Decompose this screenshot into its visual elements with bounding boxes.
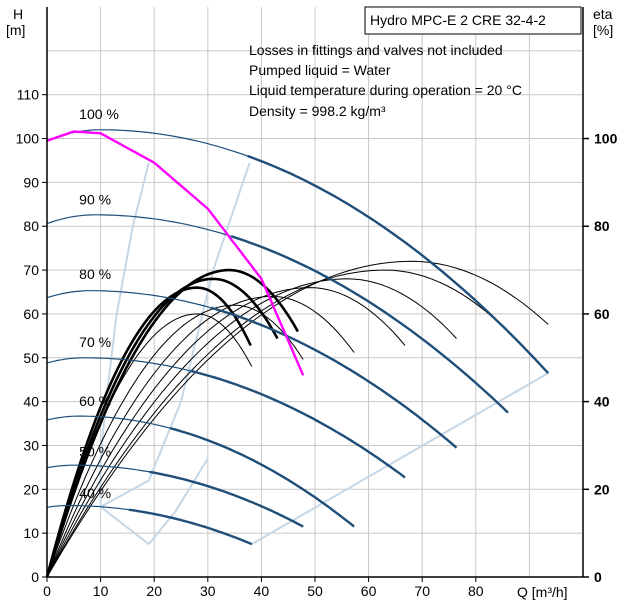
efficiency-curve	[46, 295, 355, 578]
x-tick-label: 80	[468, 583, 484, 599]
note-density: Density = 998.2 kg/m³	[249, 103, 386, 119]
efficiency-curve	[46, 287, 406, 578]
efficiency-curve	[45, 268, 299, 578]
speed-label: 100 %	[79, 106, 119, 122]
x-tick-label: 40	[254, 583, 270, 599]
y-left-tick-label: 80	[23, 218, 39, 234]
head-curve-thick	[247, 154, 550, 374]
head-curve-thin	[46, 415, 171, 429]
envelope-line	[99, 506, 150, 545]
head-curve-thin	[46, 357, 191, 372]
operating-envelope	[99, 162, 549, 545]
x-tick-label: 70	[414, 583, 430, 599]
y-left-tick-label: 40	[23, 394, 39, 410]
note-losses: Losses in fittings and valves not includ…	[249, 42, 503, 58]
envelope-line	[99, 162, 150, 507]
y-left-tick-label: 100	[16, 131, 40, 147]
y-left-tick-label: 60	[23, 306, 39, 322]
head-curve-thin	[46, 464, 150, 473]
x-tick-label: 0	[43, 583, 51, 599]
efficiency-curves	[45, 260, 549, 578]
chart-title: Hydro MPC-E 2 CRE 32-4-2	[370, 12, 546, 28]
grid	[47, 7, 583, 577]
head-curves	[46, 129, 550, 546]
speed-label: 70 %	[79, 334, 111, 350]
y-left-tick-label: 50	[23, 350, 39, 366]
speed-label: 40 %	[79, 485, 111, 501]
note-temperature: Liquid temperature during operation = 20…	[249, 82, 522, 98]
y-right-tick-label: 60	[594, 306, 610, 322]
y-left-tick-label: 20	[23, 481, 39, 497]
y-right-tick-label: 40	[594, 394, 610, 410]
envelope-line	[148, 458, 209, 545]
x-tick-label: 60	[361, 583, 377, 599]
speed-labels: 100 % 90 % 80 % 70 % 60 % 50 % 40 %	[79, 106, 119, 501]
single-pump-curve	[46, 130, 305, 376]
x-tick-label: 10	[93, 583, 109, 599]
head-curve-thin	[46, 504, 129, 511]
head-curve-thin	[46, 290, 211, 309]
y-left-label-line2: [m]	[6, 22, 25, 38]
y-right-tick-label: 80	[594, 218, 610, 234]
x-tick-label: 30	[200, 583, 216, 599]
envelope-line	[251, 372, 549, 545]
speed-label: 80 %	[79, 266, 111, 282]
y-left-tick-label: 10	[23, 525, 39, 541]
x-tick-label: 50	[307, 583, 323, 599]
x-axis-label: Q [m³/h]	[517, 584, 568, 600]
head-curve-thick	[149, 470, 304, 528]
speed-label: 90 %	[79, 191, 111, 207]
note-liquid: Pumped liquid = Water	[249, 62, 391, 78]
y-right-label-line2: [%]	[593, 22, 613, 38]
y-left-tick-label: 30	[23, 437, 39, 453]
head-curve-thick	[169, 426, 355, 528]
title-box	[364, 6, 582, 35]
axes: 0 10 20 30 40 50 60 70 80 0 10 20 30 40 50 60 70 80 90 100 1…	[16, 7, 618, 599]
head-curve-thick	[189, 369, 406, 479]
y-left-tick-label: 0	[31, 569, 39, 585]
head-curve-thin	[46, 214, 232, 237]
head-curve-thick	[128, 508, 253, 546]
y-left-tick-label: 70	[23, 262, 39, 278]
single-pump-curve-line	[46, 130, 305, 376]
y-left-tick-label: 110	[17, 87, 40, 103]
head-curve-thin	[46, 129, 248, 157]
y-left-label-line1: H	[13, 6, 23, 22]
y-right-tick-label: 20	[594, 481, 610, 497]
x-tick-label: 20	[146, 583, 162, 599]
y-right-label-line1: eta	[593, 6, 613, 22]
y-right-tick-label: 0	[594, 569, 602, 585]
head-curve-thick	[231, 235, 509, 414]
speed-label: 60 %	[79, 393, 111, 409]
speed-label: 50 %	[79, 443, 111, 459]
y-left-tick-label: 90	[23, 174, 39, 190]
efficiency-curve	[45, 277, 279, 578]
efficiency-curve	[46, 260, 549, 578]
y-right-tick-label: 100	[594, 131, 618, 147]
efficiency-curve	[45, 286, 252, 578]
head-curve-thick	[210, 306, 458, 449]
